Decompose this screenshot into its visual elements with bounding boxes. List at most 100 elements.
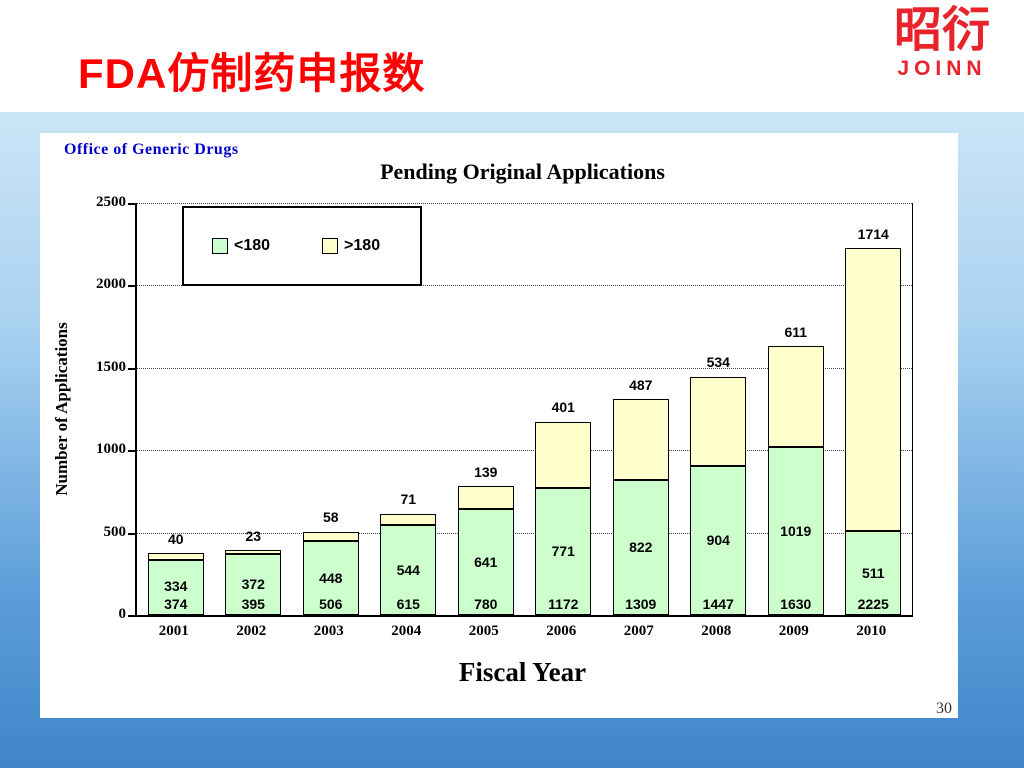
y-axis-tickmark: [128, 615, 136, 617]
x-tick-label: 2002: [236, 623, 267, 639]
bar-segment-lt180: [380, 525, 437, 615]
y-tick-label: 500: [103, 523, 127, 540]
legend-swatch: [212, 238, 228, 254]
source-label: Office of Generic Drugs: [64, 141, 239, 158]
bar-group-2001: 40 334 374: [137, 203, 215, 615]
bar-above-label: 487: [629, 376, 653, 393]
bar-base-total-label: 2225: [857, 595, 889, 612]
bar-base-total-label: 374: [164, 595, 188, 612]
bar-group-2002: 23 372 395: [215, 203, 293, 615]
bar-above-label: 40: [167, 530, 184, 547]
bar-group-2004: 71 544 615: [370, 203, 448, 615]
bar-base-total-label: 1172: [548, 595, 579, 612]
bar-segment-lt180: [147, 559, 204, 615]
x-tick-label: 2004: [391, 623, 422, 639]
bar-segment-lt180: [302, 541, 359, 615]
bar-above-label: 1714: [857, 225, 889, 242]
legend-label: <180: [234, 237, 271, 254]
bar-green-value-label: 904: [706, 532, 730, 549]
bar-base-total-label: 1447: [702, 595, 734, 612]
bar-segment-gt180: [767, 346, 824, 448]
gridline: [137, 367, 912, 369]
slide-title: FDA仿制药申报数: [78, 50, 426, 97]
bar-green-value-label: 1019: [780, 522, 812, 539]
y-tick-label: 1500: [96, 358, 126, 375]
bar-group-2010: 1714 511 2225: [835, 203, 913, 615]
bar-above-label: 534: [706, 354, 730, 371]
bar-green-value-label: 641: [474, 553, 498, 570]
bar-segment-gt180: [147, 553, 204, 560]
y-axis-tickmark: [128, 450, 136, 453]
bar-segment-lt180: [612, 479, 669, 615]
bar-above-label: 58: [322, 509, 339, 526]
bar-above-label: 23: [245, 527, 262, 544]
bar-segment-gt180: [535, 421, 592, 488]
gridline: [137, 532, 912, 534]
legend-entry: <180: [212, 237, 270, 255]
x-tick-label: 2010: [856, 623, 887, 639]
x-tick-label: 2003: [313, 623, 344, 639]
bar-base-total-label: 395: [241, 595, 265, 612]
bar-group-2008: 534 904 1447: [680, 203, 758, 615]
bar-green-value-label: 544: [396, 561, 420, 578]
gridline: [137, 285, 912, 287]
bar-base-total-label: 506: [319, 595, 343, 612]
x-tick-label: 2001: [158, 623, 189, 639]
y-axis-tickmark: [128, 203, 136, 205]
bar-group-2005: 139 641 780: [447, 203, 525, 615]
y-axis-tick-labels: 0 500 1000 1500 2000 2500: [76, 194, 127, 622]
bar-segment-lt180: [535, 487, 592, 615]
bar-green-value-label: 822: [629, 538, 653, 555]
bar-green-value-label: 372: [241, 575, 265, 592]
legend: <180 >180: [182, 206, 422, 286]
x-tick-label: 2006: [546, 623, 577, 639]
legend-swatch: [322, 238, 339, 254]
bar-group-2009: 611 1019 1630: [757, 203, 835, 615]
bar-above-label: 71: [400, 491, 417, 508]
page-number: 30: [936, 700, 952, 717]
y-axis-title: Number of Applications: [52, 322, 71, 496]
gridline: [137, 203, 912, 204]
bar-group-2003: 58 448 506: [292, 203, 370, 615]
x-tick-label: 2007: [623, 623, 654, 639]
bar-segment-lt180: [845, 530, 902, 615]
bar-green-value-label: 334: [164, 577, 188, 594]
y-axis-tickmark: [128, 367, 136, 370]
legend-entry: >180: [322, 237, 380, 255]
bar-segment-lt180: [457, 509, 514, 615]
bar-group-2006: 401 771 1172: [525, 203, 603, 615]
bar-segment-gt180: [225, 549, 282, 554]
bar-base-total-label: 780: [474, 595, 498, 612]
bar-segment-gt180: [612, 399, 669, 480]
bar-above-label: 401: [551, 399, 575, 416]
bar-segment-lt180: [767, 447, 824, 615]
bar-green-value-label: 771: [551, 543, 575, 560]
bar-group-2007: 487 822 1309: [602, 203, 680, 615]
y-tick-label: 2000: [96, 276, 126, 293]
bar-segment-gt180: [302, 531, 359, 542]
bar-base-total-label: 1630: [780, 595, 812, 612]
bar-above-label: 611: [784, 324, 808, 340]
bar-above-label: 139: [474, 464, 498, 481]
chart-title: Pending Original Applications: [380, 159, 665, 184]
legend-label: >180: [344, 237, 381, 254]
bar-base-total-label: 615: [396, 595, 420, 612]
bar-segment-gt180: [380, 513, 437, 526]
logo-wordmark: JOINN: [897, 57, 987, 81]
gridline: [137, 450, 912, 452]
y-tick-label: 1000: [96, 441, 126, 458]
bar-segment-gt180: [690, 376, 747, 467]
bar-green-value-label: 511: [861, 564, 885, 581]
bar-base-total-label: 1309: [625, 595, 657, 612]
bar-segment-lt180: [690, 466, 747, 615]
x-tick-label: 2005: [468, 623, 499, 639]
bars-container: 40 334 374 23 372 395 58 448 506 71 544 615 139 641 78…: [137, 203, 912, 615]
bar-segment-gt180: [845, 248, 902, 531]
x-tick-label: 2008: [701, 623, 732, 639]
y-tick-label: 0: [118, 606, 127, 622]
joinn-logo: 昭衍 JOINN: [893, 4, 990, 81]
logo-characters: 昭衍: [893, 4, 990, 57]
bar-segment-lt180: [225, 553, 282, 615]
chart-panel: Office of Generic Drugs Pending Original…: [40, 133, 958, 718]
